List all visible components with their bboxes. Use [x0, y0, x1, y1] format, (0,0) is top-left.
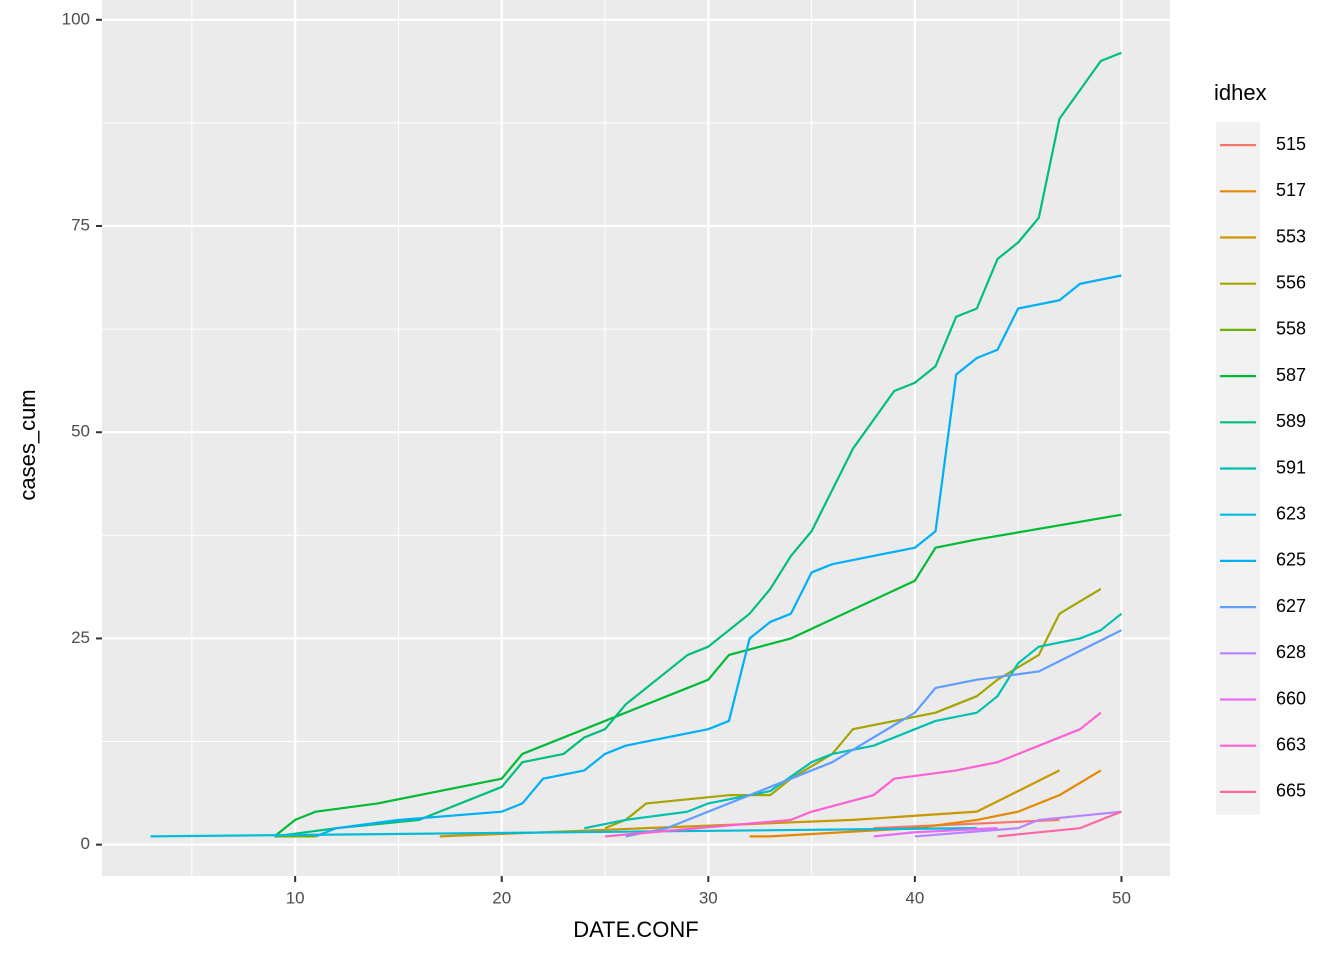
series-line	[604, 711, 1102, 838]
y-axis-title: cases_cum	[15, 389, 40, 500]
series-line	[439, 769, 1060, 838]
legend-label: 623	[1276, 503, 1306, 523]
x-tick-label: 30	[699, 888, 718, 907]
x-axis-title: DATE.CONF	[573, 917, 698, 942]
series-line	[873, 827, 998, 838]
legend-label: 558	[1276, 319, 1306, 339]
y-tick-label: 100	[62, 9, 90, 28]
lines	[150, 51, 1123, 838]
series-line	[584, 612, 1123, 830]
axes: 10 20 30 40 50 0 25 50 75 100	[62, 9, 1131, 907]
legend-label: 660	[1276, 688, 1306, 708]
legend-label: 663	[1276, 734, 1306, 754]
y-tick-label: 75	[71, 215, 90, 234]
series-line	[150, 827, 977, 838]
legend-title: idhex	[1214, 80, 1267, 105]
legend-label: 591	[1276, 457, 1306, 477]
x-tick-label: 10	[286, 888, 305, 907]
y-tick-label: 0	[81, 834, 90, 853]
legend-label: 587	[1276, 365, 1306, 385]
x-tick-label: 40	[905, 888, 924, 907]
y-tick-label: 50	[71, 422, 90, 441]
y-tick-label: 25	[71, 628, 90, 647]
grid	[102, 0, 1170, 876]
legend-label: 589	[1276, 411, 1306, 431]
series-line	[997, 810, 1122, 838]
series-line	[273, 513, 1122, 838]
x-tick-label: 50	[1112, 888, 1131, 907]
legend-label: 625	[1276, 550, 1306, 570]
legend-label: 556	[1276, 272, 1306, 292]
legend-label: 627	[1276, 596, 1306, 616]
series-line	[274, 51, 1122, 838]
legend-label: 553	[1276, 226, 1306, 246]
legend-label: 517	[1276, 180, 1306, 200]
series-line	[914, 810, 1122, 838]
panel	[102, 0, 1170, 876]
series-line	[604, 588, 1102, 830]
series-line	[749, 769, 1102, 838]
legend: idhex 515 517 553 556 558 587 589 591 623 625 627 6…	[1214, 80, 1306, 815]
x-tick-label: 20	[492, 888, 511, 907]
series-line	[625, 629, 1122, 838]
legend-label: 665	[1276, 781, 1306, 801]
series-line	[315, 274, 1122, 838]
legend-label: 515	[1276, 134, 1306, 154]
legend-label: 628	[1276, 642, 1306, 662]
series-line	[873, 818, 1060, 830]
